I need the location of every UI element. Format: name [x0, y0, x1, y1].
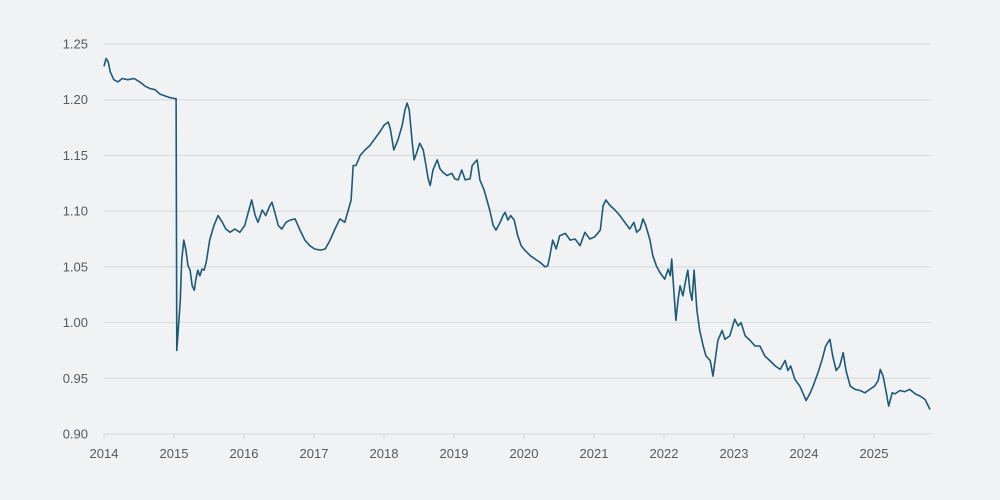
- x-tick-label: 2020: [510, 446, 539, 461]
- y-tick-label: 1.20: [63, 92, 88, 107]
- x-tick-label: 2016: [230, 446, 259, 461]
- x-tick-label: 2019: [440, 446, 469, 461]
- y-tick-label: 1.05: [63, 259, 88, 274]
- x-tick-label: 2022: [650, 446, 679, 461]
- x-axis: 2014 2015 2016 2017 2018 2019 2020 2021 2022 2023…: [90, 434, 889, 461]
- x-tick-label: 2018: [370, 446, 399, 461]
- gridlines: [104, 43, 931, 435]
- x-tick-label: 2023: [720, 446, 749, 461]
- series-group: [103, 57, 931, 410]
- series-line: [103, 57, 931, 410]
- y-tick-label: 1.00: [63, 315, 88, 330]
- x-tick-label: 2024: [790, 446, 819, 461]
- x-tick-label: 2021: [580, 446, 609, 461]
- y-tick-label: 0.95: [63, 371, 88, 386]
- y-tick-label: 1.15: [63, 148, 88, 163]
- y-axis: 0.90 0.95 1.00 1.05 1.10 1.15 1.20 1.25: [63, 37, 88, 442]
- x-tick-label: 2025: [860, 446, 889, 461]
- y-tick-label: 1.25: [63, 37, 88, 52]
- x-tick-label: 2017: [300, 446, 329, 461]
- x-tick-label: 2015: [160, 446, 189, 461]
- x-tick-label: 2014: [90, 446, 119, 461]
- y-tick-label: 0.90: [63, 427, 88, 442]
- y-tick-label: 1.10: [63, 204, 88, 219]
